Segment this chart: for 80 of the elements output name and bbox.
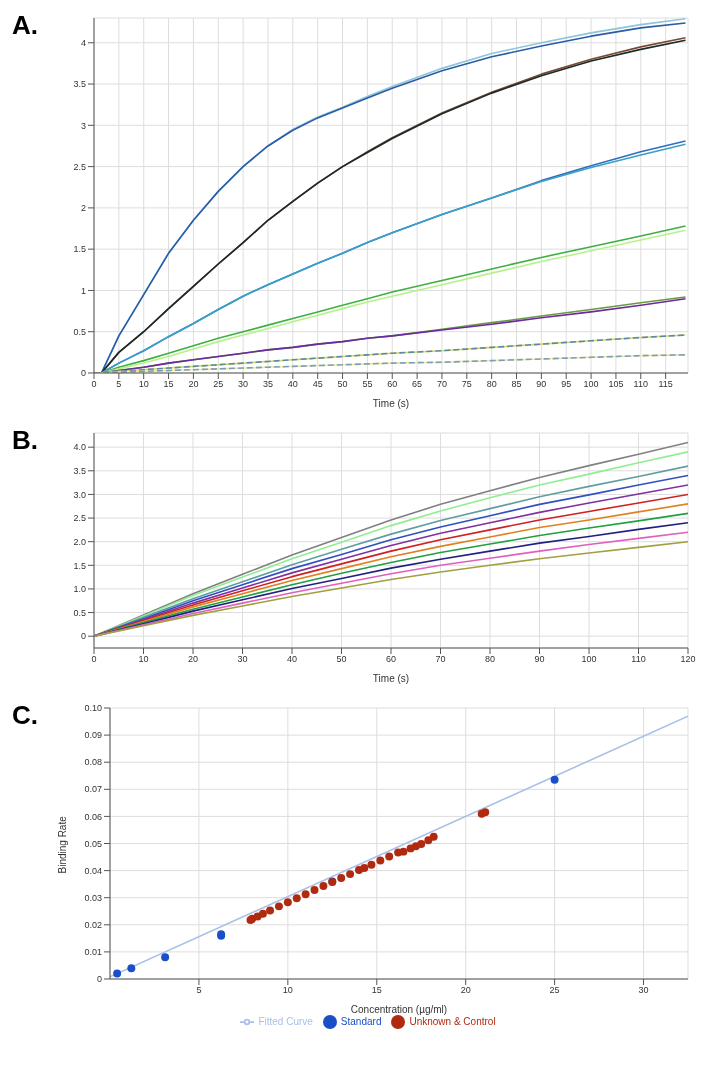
y-tick-label: 4 [80,37,86,48]
y-tick-label: 0.07 [84,784,102,795]
y-tick-label: 1 [80,285,86,296]
x-tick-label: 50 [337,379,348,390]
x-tick-label: 120 [680,654,696,665]
x-tick-label: 10 [282,985,293,996]
y-tick-label: 0.10 [84,703,102,714]
x-tick-label: 90 [534,654,545,665]
y-tick-label: 0.5 [73,607,86,618]
x-tick-label: 100 [581,654,597,665]
x-tick-label: 25 [549,985,560,996]
chart-title: A. [12,10,38,41]
chart-title: C. [12,700,38,731]
y-axis-title: Binding Rate [56,815,68,874]
legend-label: Fitted Curve [258,1015,313,1027]
y-tick-label: 3.0 [73,489,86,500]
x-tick-label: 30 [238,379,249,390]
x-axis-title: Time (s) [372,673,410,684]
x-tick-label: 30 [237,654,248,665]
x-tick-label: 70 [435,654,446,665]
y-tick-label: 2.5 [73,161,86,172]
y-tick-label: 4.0 [73,442,86,453]
x-tick-label: 85 [511,379,522,390]
y-tick-label: 2.5 [73,513,86,524]
y-tick-label: 2 [80,203,86,214]
x-tick-label: 25 [213,379,224,390]
x-tick-label: 10 [138,379,149,390]
y-tick-label: 3 [80,120,86,131]
x-tick-label: 35 [262,379,273,390]
x-tick-label: 5 [116,379,122,390]
x-tick-label: 75 [461,379,472,390]
x-tick-label: 110 [631,654,646,665]
x-tick-label: 20 [460,985,471,996]
y-tick-label: 1.5 [73,244,86,255]
x-tick-label: 90 [536,379,547,390]
chart-title: B. [12,425,38,456]
y-tick-label: 1.0 [73,584,86,595]
x-tick-label: 100 [583,379,599,390]
y-tick-label: 0.04 [84,865,102,876]
x-tick-label: 55 [362,379,373,390]
x-tick-label: 70 [436,379,447,390]
x-tick-label: 20 [188,379,199,390]
y-tick-label: 0.5 [73,326,86,337]
x-tick-label: 80 [486,379,497,390]
x-tick-label: 40 [287,379,298,390]
y-tick-label: 0.03 [84,892,102,903]
x-axis-title: Time (s) [372,398,410,409]
legend-label: Unknown & Control [409,1015,496,1027]
x-tick-label: 110 [633,379,648,390]
x-tick-label: 15 [371,985,382,996]
y-tick-label: 3.5 [73,466,86,476]
legend-label: Standard [340,1015,382,1027]
y-tick-label: 0.06 [84,811,102,822]
x-axis-title: Concentration (µg/ml) [350,1004,448,1015]
x-tick-label: 30 [638,985,649,996]
y-tick-label: 0.05 [84,838,102,849]
x-tick-label: 20 [187,654,199,665]
y-tick-label: 0 [80,368,86,379]
y-tick-label: 2.0 [73,536,86,547]
y-tick-label: 0.09 [84,730,102,741]
y-tick-label: 0.08 [84,757,102,768]
x-tick-label: 5 [196,985,202,996]
y-tick-label: 0 [96,974,102,985]
x-tick-label: 105 [608,379,624,390]
x-tick-label: 15 [163,379,174,390]
x-tick-label: 45 [312,379,323,390]
y-tick-label: 0.01 [84,947,102,958]
x-tick-label: 60 [385,654,397,665]
x-tick-label: 60 [387,379,398,390]
x-tick-label: 65 [412,379,423,390]
y-tick-label: 3.5 [73,79,86,90]
x-tick-label: 10 [138,654,149,665]
x-tick-label: 115 [658,379,673,390]
x-tick-label: 80 [484,654,496,665]
x-tick-label: 50 [336,654,347,665]
x-tick-label: 95 [561,379,572,390]
y-tick-label: 1.5 [73,560,86,571]
x-tick-label: 40 [286,654,298,665]
y-tick-label: 0.02 [84,919,102,930]
y-tick-label: 0 [80,631,86,642]
